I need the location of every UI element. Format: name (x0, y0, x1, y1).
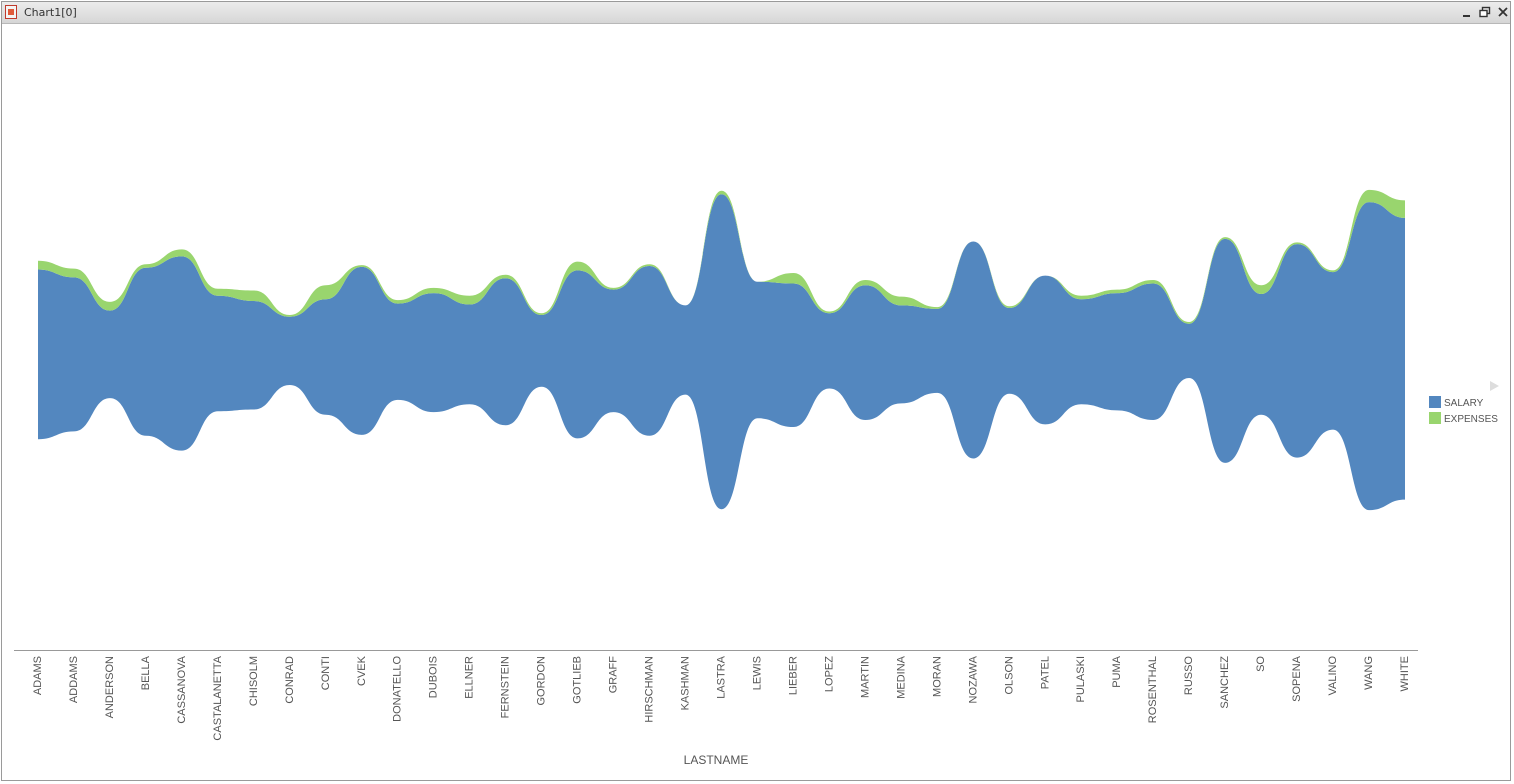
legend-label-salary[interactable]: SALARY (1444, 398, 1484, 409)
minimize-icon[interactable] (1460, 5, 1474, 19)
salary-stream[interactable] (38, 194, 1405, 511)
x-tick-label: CONRAD (284, 656, 296, 704)
x-tick-label: BELLA (140, 655, 152, 690)
x-tick-label: PUMA (1111, 655, 1123, 687)
x-tick-label: ROSENTHAL (1147, 656, 1159, 723)
x-tick-label: SO (1255, 656, 1267, 672)
x-tick-label: MORAN (931, 656, 943, 697)
x-tick-label: HIRSCHMAN (644, 656, 656, 723)
x-tick-label: KASHMAN (680, 656, 692, 710)
x-tick-label: CASSANOVA (176, 655, 188, 723)
x-tick-label: CASTALANETTA (212, 655, 224, 740)
x-tick-label: WHITE (1399, 656, 1411, 691)
window-title: Chart1[0] (24, 6, 77, 19)
report-file-icon (5, 5, 17, 19)
stream-layers (38, 189, 1405, 511)
x-tick-label: MEDINA (895, 655, 907, 698)
x-tick-label: VALINO (1327, 656, 1339, 696)
x-tick-label: LOPEZ (823, 656, 835, 692)
x-tick-label: DUBOIS (428, 656, 440, 698)
x-tick-label: GOTLIEB (572, 656, 584, 704)
x-tick-label: DONATELLO (392, 656, 404, 722)
close-icon[interactable] (1496, 5, 1510, 19)
x-tick-label: PULASKI (1075, 656, 1087, 702)
x-tick-label: GRAFF (608, 656, 620, 694)
x-tick-label: PATEL (1039, 656, 1051, 689)
x-tick-label: LEWIS (751, 656, 763, 690)
legend: SALARY EXPENSES (1429, 396, 1498, 425)
x-axis-tick-labels: ADAMS ADDAMS ANDERSON BELLA CASSANOVA CASTALA… (32, 655, 1411, 740)
x-tick-label: SOPENA (1291, 655, 1303, 702)
x-tick-label: RUSSO (1183, 656, 1195, 696)
x-tick-label: CVEK (356, 655, 368, 686)
x-tick-label: LASTRA (716, 655, 728, 698)
legend-scroll-arrow-icon[interactable] (1490, 381, 1499, 391)
x-tick-label: OLSON (1003, 656, 1015, 695)
x-axis-title: LASTNAME (684, 753, 749, 767)
x-tick-label: SANCHEZ (1219, 656, 1231, 709)
x-tick-label: ELLNER (464, 656, 476, 699)
x-tick-label: CHISOLM (248, 656, 260, 706)
window-titlebar[interactable]: Chart1[0] (2, 2, 1510, 24)
legend-swatch-salary[interactable] (1429, 396, 1441, 408)
x-tick-label: CONTI (320, 656, 332, 690)
legend-swatch-expenses[interactable] (1429, 412, 1441, 424)
x-tick-label: MARTIN (859, 656, 871, 698)
x-tick-label: LIEBER (787, 656, 799, 695)
x-tick-label: GORDON (536, 656, 548, 706)
legend-label-expenses[interactable]: EXPENSES (1444, 414, 1498, 425)
x-tick-label: ADAMS (32, 656, 44, 695)
x-tick-label: WANG (1363, 656, 1375, 690)
x-tick-label: ANDERSON (104, 656, 116, 718)
x-tick-label: NOZAWA (967, 655, 979, 703)
x-tick-label: FERNSTEIN (500, 656, 512, 718)
x-tick-label: ADDAMS (68, 656, 80, 703)
restore-icon[interactable] (1478, 5, 1492, 19)
